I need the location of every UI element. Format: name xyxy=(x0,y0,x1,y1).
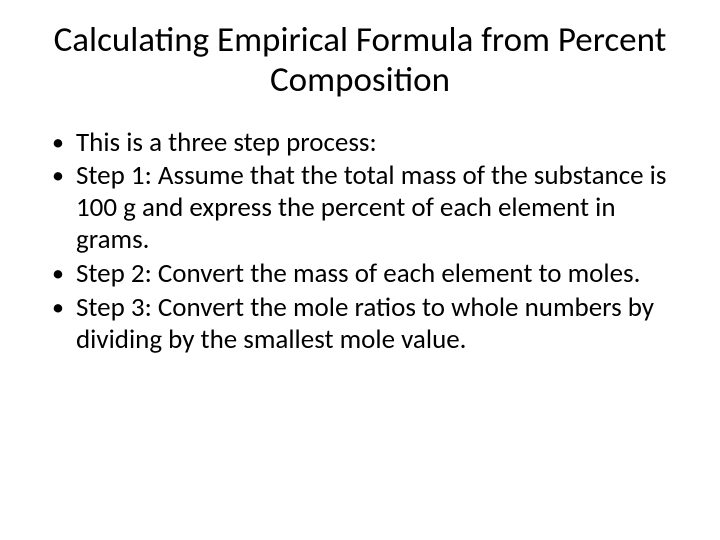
list-item: This is a three step process: xyxy=(50,127,672,159)
slide-title: Calculating Empirical Formula from Perce… xyxy=(48,20,672,101)
list-item: Step 1: Assume that the total mass of th… xyxy=(50,160,672,256)
list-item: Step 2: Convert the mass of each element… xyxy=(50,258,672,290)
bullet-list: This is a three step process: Step 1: As… xyxy=(48,127,672,356)
list-item: Step 3: Convert the mole ratios to whole… xyxy=(50,292,672,356)
